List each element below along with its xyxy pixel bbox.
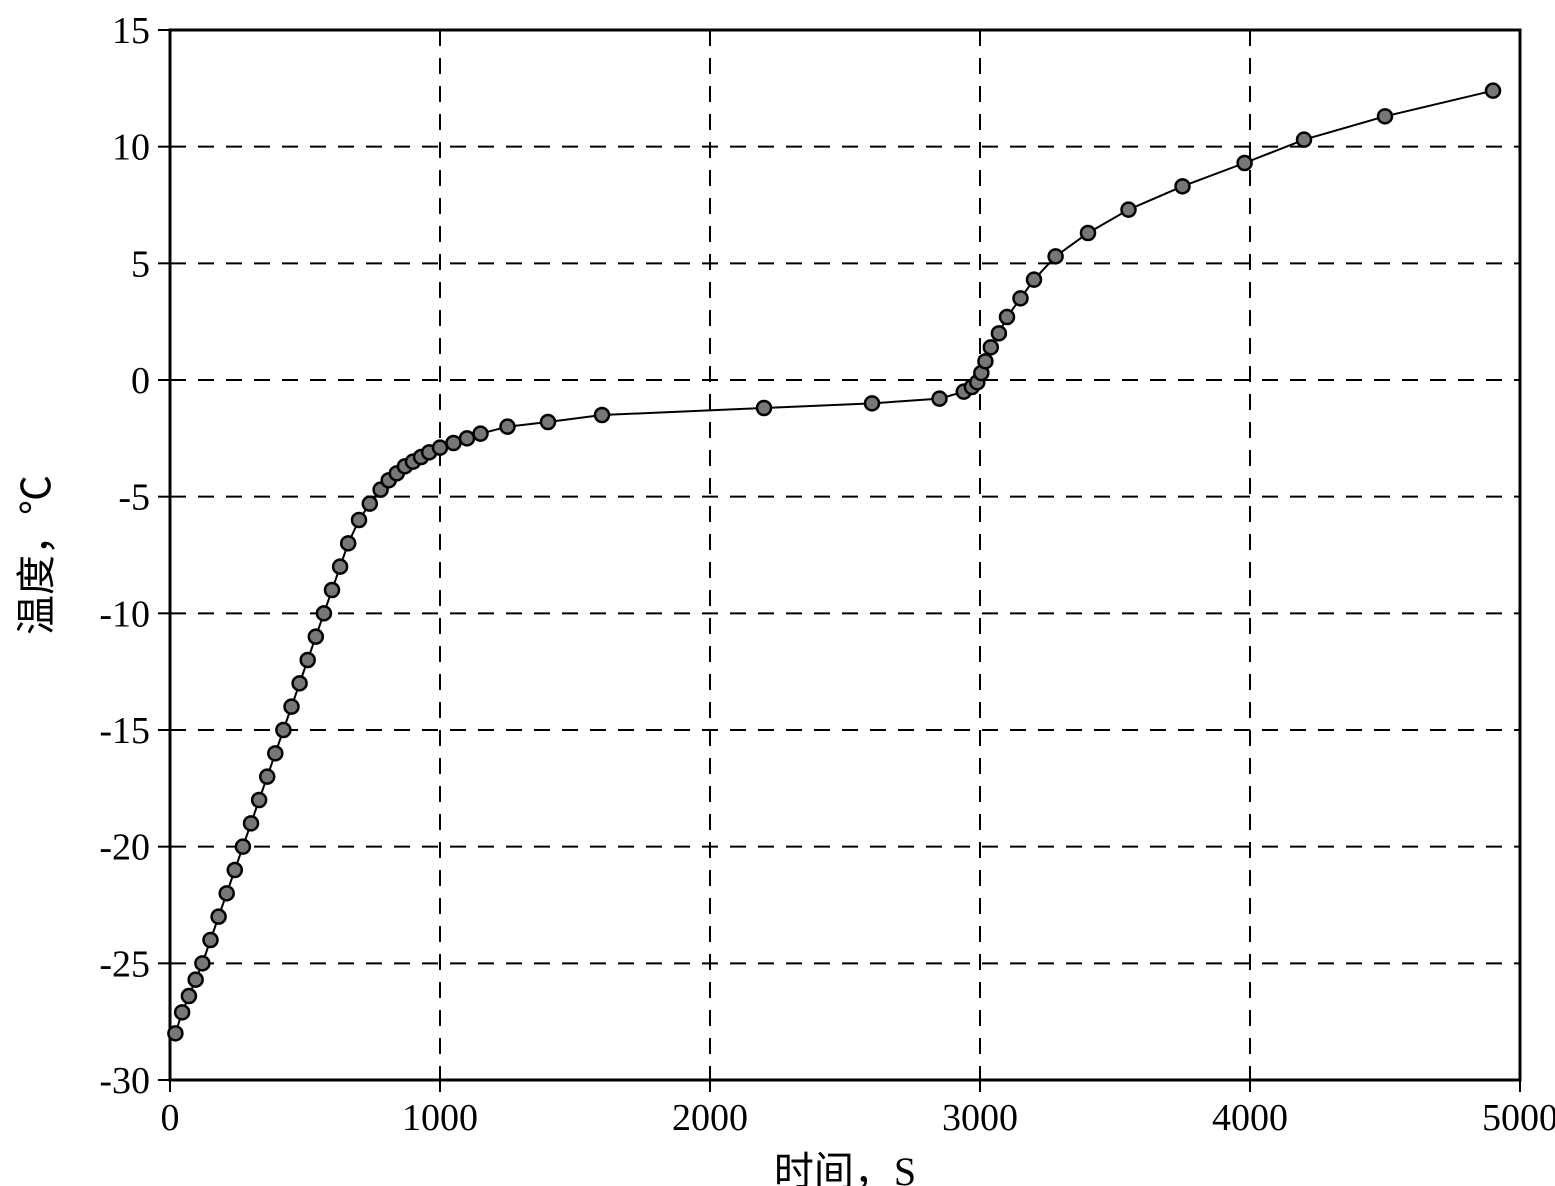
data-marker	[1027, 273, 1041, 287]
data-marker	[595, 408, 609, 422]
data-marker	[984, 340, 998, 354]
data-marker	[268, 746, 282, 760]
data-marker	[447, 436, 461, 450]
y-axis-label: 温度，℃	[14, 475, 59, 635]
x-tick-label: 3000	[942, 1097, 1018, 1139]
data-marker	[252, 793, 266, 807]
chart-svg: 0 1000 2000 3000 4000 5000 -30 -25 -20 -15 -10 -5 0 5…	[0, 0, 1555, 1186]
data-marker	[352, 513, 366, 527]
data-marker	[541, 415, 555, 429]
data-marker	[1049, 249, 1063, 263]
data-marker	[317, 606, 331, 620]
data-marker	[501, 420, 515, 434]
data-marker	[1238, 156, 1252, 170]
data-marker	[433, 441, 447, 455]
data-marker	[293, 676, 307, 690]
y-tick-label: -15	[99, 710, 150, 752]
data-marker	[276, 723, 290, 737]
y-tick-label: -25	[99, 943, 150, 985]
x-axis-label: 时间，S	[774, 1149, 916, 1186]
y-tick-label: -20	[99, 827, 150, 869]
data-marker	[933, 392, 947, 406]
data-marker	[189, 973, 203, 987]
data-marker	[212, 910, 226, 924]
y-tick-label: -10	[99, 593, 150, 635]
data-marker	[1297, 133, 1311, 147]
x-tick-label: 0	[161, 1097, 180, 1139]
data-marker	[220, 886, 234, 900]
y-tick-label: -5	[118, 477, 150, 519]
data-marker	[1378, 109, 1392, 123]
y-tick-label: 10	[112, 127, 150, 169]
data-marker	[978, 354, 992, 368]
data-marker	[260, 770, 274, 784]
data-marker	[285, 700, 299, 714]
data-marker	[195, 956, 209, 970]
data-marker	[175, 1005, 189, 1019]
x-tick-label: 5000	[1482, 1097, 1555, 1139]
y-tick-label: 15	[112, 10, 150, 52]
data-marker	[301, 653, 315, 667]
y-tick-label: -30	[99, 1060, 150, 1102]
x-tick-label: 4000	[1212, 1097, 1288, 1139]
data-marker	[236, 840, 250, 854]
data-marker	[182, 989, 196, 1003]
temperature-time-chart: 0 1000 2000 3000 4000 5000 -30 -25 -20 -15 -10 -5 0 5…	[0, 0, 1555, 1186]
x-tick-label: 2000	[672, 1097, 748, 1139]
y-tick-label: 0	[131, 360, 150, 402]
data-marker	[204, 933, 218, 947]
data-marker	[1000, 310, 1014, 324]
data-marker	[460, 431, 474, 445]
data-marker	[333, 560, 347, 574]
data-marker	[1014, 291, 1028, 305]
data-marker	[1176, 179, 1190, 193]
data-marker	[992, 326, 1006, 340]
data-marker	[757, 401, 771, 415]
data-marker	[168, 1026, 182, 1040]
y-tick-label: 5	[131, 243, 150, 285]
data-marker	[474, 427, 488, 441]
data-marker	[325, 583, 339, 597]
data-marker	[1081, 226, 1095, 240]
x-tick-label: 1000	[402, 1097, 478, 1139]
data-marker	[228, 863, 242, 877]
data-marker	[363, 497, 377, 511]
data-marker	[244, 816, 258, 830]
data-marker	[1486, 84, 1500, 98]
data-marker	[309, 630, 323, 644]
data-marker	[341, 536, 355, 550]
data-marker	[865, 396, 879, 410]
data-marker	[1122, 203, 1136, 217]
